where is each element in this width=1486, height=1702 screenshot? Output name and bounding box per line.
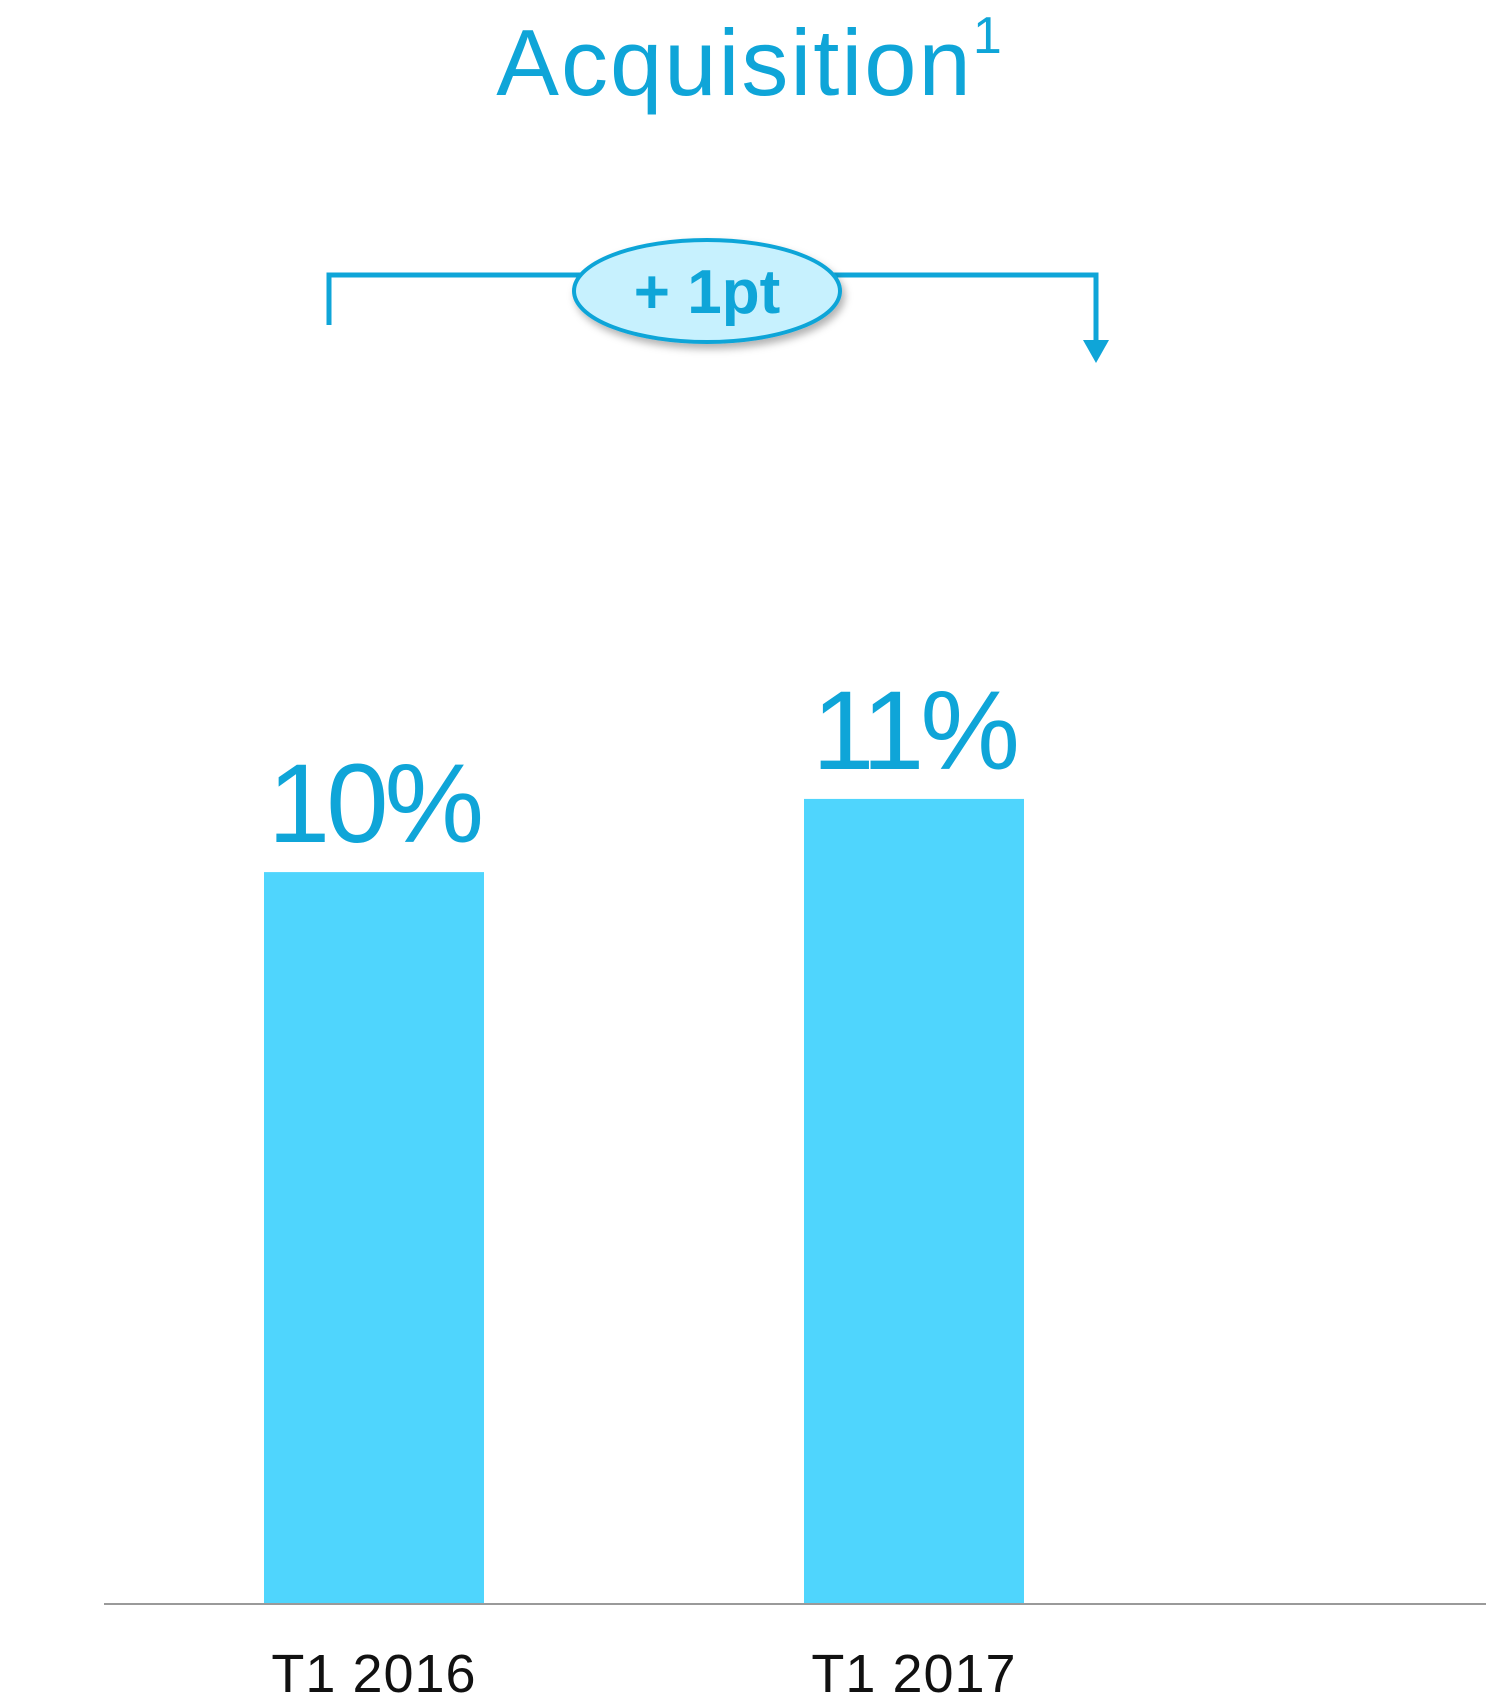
- bar-value-label-1: 10%: [268, 741, 481, 866]
- comparison-arrowhead: [1083, 340, 1109, 363]
- delta-bubble: [572, 238, 842, 344]
- bars-layer: [264, 798, 1024, 1604]
- bar-2: [804, 798, 1024, 1604]
- value-labels-layer: 10% 11%: [268, 668, 1020, 866]
- chart-title: Acquisition1: [496, 7, 1004, 115]
- chart-title-superscript: 1: [973, 7, 1004, 65]
- chart-title-text: Acquisition: [496, 10, 973, 115]
- x-tick-label-2: T1 2017: [811, 1644, 1016, 1702]
- delta-label: + 1pt: [634, 258, 780, 327]
- x-axis-tick-labels: T1 2016 T1 2017: [271, 1644, 1016, 1702]
- bar-1: [264, 872, 484, 1604]
- x-tick-label-1: T1 2016: [271, 1644, 476, 1702]
- bar-value-label-2: 11%: [812, 668, 1016, 793]
